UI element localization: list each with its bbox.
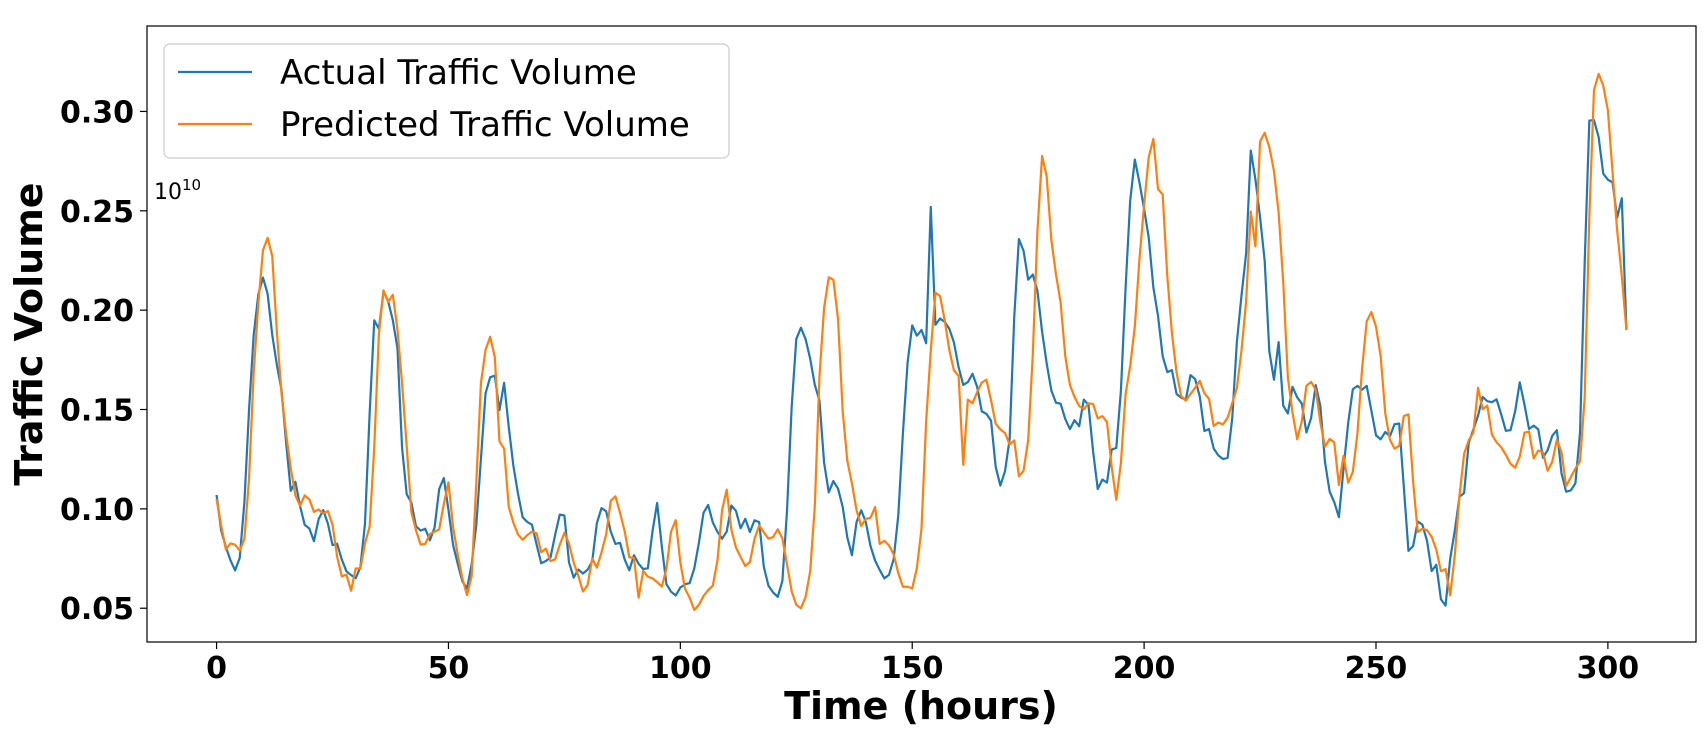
plot-frame bbox=[146, 25, 1697, 643]
y-tick-label: 0.10 bbox=[60, 493, 134, 528]
x-axis-ticks: 0 50 100 150 200 250 300 bbox=[206, 642, 1639, 686]
legend-box bbox=[163, 43, 730, 159]
x-tick-label: 50 bbox=[428, 651, 470, 686]
series-layer bbox=[215, 72, 1628, 612]
y-axis-title: Traffic Volume bbox=[7, 182, 51, 485]
legend-label-actual: Actual Traffic Volume bbox=[280, 53, 637, 93]
x-tick-label: 100 bbox=[649, 651, 712, 686]
x-tick-label: 250 bbox=[1345, 651, 1408, 686]
x-tick-label: 0 bbox=[206, 651, 227, 686]
x-tick-label: 200 bbox=[1113, 651, 1176, 686]
y-tick-label: 0.20 bbox=[60, 294, 134, 329]
y-tick-label: 0.25 bbox=[60, 195, 134, 230]
y-tick-label: 0.15 bbox=[60, 394, 134, 429]
y-tick-label: 0.30 bbox=[60, 95, 134, 130]
series-line-actual bbox=[215, 119, 1628, 607]
y-offset-label: 1010 bbox=[154, 176, 201, 205]
x-tick-label: 300 bbox=[1577, 651, 1640, 686]
legend-label-predicted: Predicted Traffic Volume bbox=[280, 105, 690, 145]
y-tick-label: 0.05 bbox=[60, 592, 134, 627]
y-axis-ticks: 0.05 0.10 0.15 0.20 0.25 0.30 bbox=[60, 95, 147, 627]
legend: Actual Traffic Volume Predicted Traffic … bbox=[163, 43, 730, 159]
series-line-predicted bbox=[215, 72, 1628, 612]
x-axis-title: Time (hours) bbox=[784, 684, 1058, 728]
x-tick-label: 150 bbox=[881, 651, 944, 686]
